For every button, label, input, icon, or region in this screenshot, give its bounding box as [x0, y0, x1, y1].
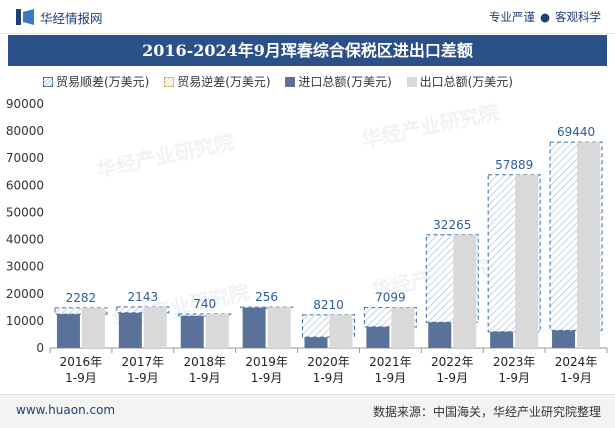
- footer: www.huaon.com 数据来源：中国海关，华经产业研究院整理: [0, 394, 615, 428]
- import-bar: [56, 314, 80, 348]
- x-tick-label: 1-9月: [436, 371, 468, 385]
- x-tick-label: 2022年: [431, 355, 474, 369]
- x-tick-label: 1-9月: [560, 371, 592, 385]
- surplus-box: [178, 313, 232, 317]
- surplus-data-label: 57889: [495, 158, 533, 172]
- top-bar: 华经情报网 专业严谨 ● 客观科学: [0, 0, 615, 34]
- data-source: 数据来源：中国海关，华经产业研究院整理: [372, 405, 601, 419]
- export-bar: [453, 234, 477, 348]
- legend-export-swatch: [406, 76, 417, 87]
- x-tick-label: 2018年: [183, 355, 226, 369]
- import-bar: [490, 331, 514, 348]
- legend-surplus: 贸易顺差(万美元): [43, 73, 149, 90]
- y-tick-label: 30000: [6, 260, 44, 274]
- y-tick-label: 40000: [6, 233, 44, 247]
- y-tick-label: 10000: [6, 314, 44, 328]
- export-bar: [81, 307, 105, 348]
- surplus-data-label: 2282: [66, 291, 97, 305]
- export-bar: [267, 307, 291, 348]
- surplus-box: [116, 306, 170, 314]
- x-tick-label: 1-9月: [127, 371, 159, 385]
- import-bar: [242, 307, 266, 348]
- surplus-data-label: 7099: [375, 291, 406, 305]
- y-tick-label: 90000: [6, 97, 44, 111]
- website-link[interactable]: www.huaon.com: [16, 403, 116, 417]
- export-bar: [205, 314, 229, 348]
- export-bar: [143, 306, 167, 348]
- import-bar: [366, 326, 390, 348]
- surplus-data-label: 2143: [128, 290, 159, 304]
- import-bar: [552, 330, 576, 348]
- x-tick-label: 2021年: [369, 355, 412, 369]
- surplus-box: [54, 307, 108, 315]
- chart-plot: 0 10000 20000 30000 40000 50000 60000 70000 8000…: [6, 97, 608, 385]
- tagline: 专业严谨 ● 客观科学: [489, 9, 601, 25]
- export-bar: [577, 142, 601, 348]
- y-tick-label: 50000: [6, 205, 44, 219]
- legend-export-label: 出口总额(万美元): [419, 75, 513, 89]
- y-tick-label: 60000: [6, 178, 44, 192]
- surplus-box: [240, 306, 294, 309]
- legend-surplus-label: 贸易顺差(万美元): [56, 75, 150, 89]
- surplus-data-label: 740: [193, 297, 216, 311]
- y-tick-label: 0: [36, 341, 44, 355]
- x-tick-label: 1-9月: [498, 371, 530, 385]
- legend-deficit: 贸易逆差(万美元): [164, 73, 271, 90]
- legend-import-swatch: [285, 76, 296, 87]
- surplus-data-label: 8210: [313, 298, 344, 312]
- x-tick-label: 1-9月: [375, 371, 407, 385]
- tagline-separator: ●: [539, 10, 550, 24]
- huajing-logo-icon: [16, 9, 34, 25]
- tagline-right: 客观科学: [555, 10, 601, 24]
- import-bar: [118, 312, 142, 348]
- y-tick-label: 80000: [6, 124, 44, 138]
- x-tick-label: 2016年: [60, 355, 103, 369]
- x-tick-label: 1-9月: [65, 371, 97, 385]
- tagline-left: 专业严谨: [488, 10, 535, 24]
- x-tick-label: 2023年: [493, 355, 536, 369]
- legend-surplus-swatch: [43, 76, 53, 87]
- x-tick-label: 1-9月: [189, 371, 221, 385]
- legend-deficit-label: 贸易逆差(万美元): [177, 75, 271, 89]
- y-tick-label: 20000: [6, 287, 44, 301]
- x-tick-label: 2020年: [307, 355, 350, 369]
- y-tick-label: 70000: [6, 151, 44, 165]
- surplus-data-label: 69440: [557, 125, 595, 139]
- x-tick-label: 2024年: [555, 355, 598, 369]
- x-tick-label: 1-9月: [251, 371, 283, 385]
- chart-title: 2016-2024年9月珲春综合保税区进出口差额: [8, 35, 607, 66]
- legend-export: 出口总额(万美元): [406, 73, 513, 90]
- x-tick-label: 2017年: [122, 355, 165, 369]
- export-bar: [515, 174, 539, 348]
- import-bar: [428, 322, 452, 348]
- chart-legend: 贸易顺差(万美元) 贸易逆差(万美元) 进口总额(万美元) 出口总额(万美元): [43, 73, 524, 91]
- export-bar: [391, 307, 415, 348]
- import-bar: [304, 337, 328, 348]
- import-bar: [180, 316, 204, 348]
- surplus-data-label: 32265: [433, 218, 471, 232]
- legend-deficit-swatch: [164, 76, 175, 87]
- legend-import-label: 进口总额(万美元): [298, 75, 392, 89]
- surplus-data-label: 256: [255, 290, 278, 304]
- x-tick-label: 2019年: [245, 355, 288, 369]
- x-tick-label: 1-9月: [313, 371, 345, 385]
- legend-import: 进口总额(万美元): [285, 73, 392, 90]
- export-bar: [329, 314, 353, 348]
- brand-name: 华经情报网: [40, 11, 103, 26]
